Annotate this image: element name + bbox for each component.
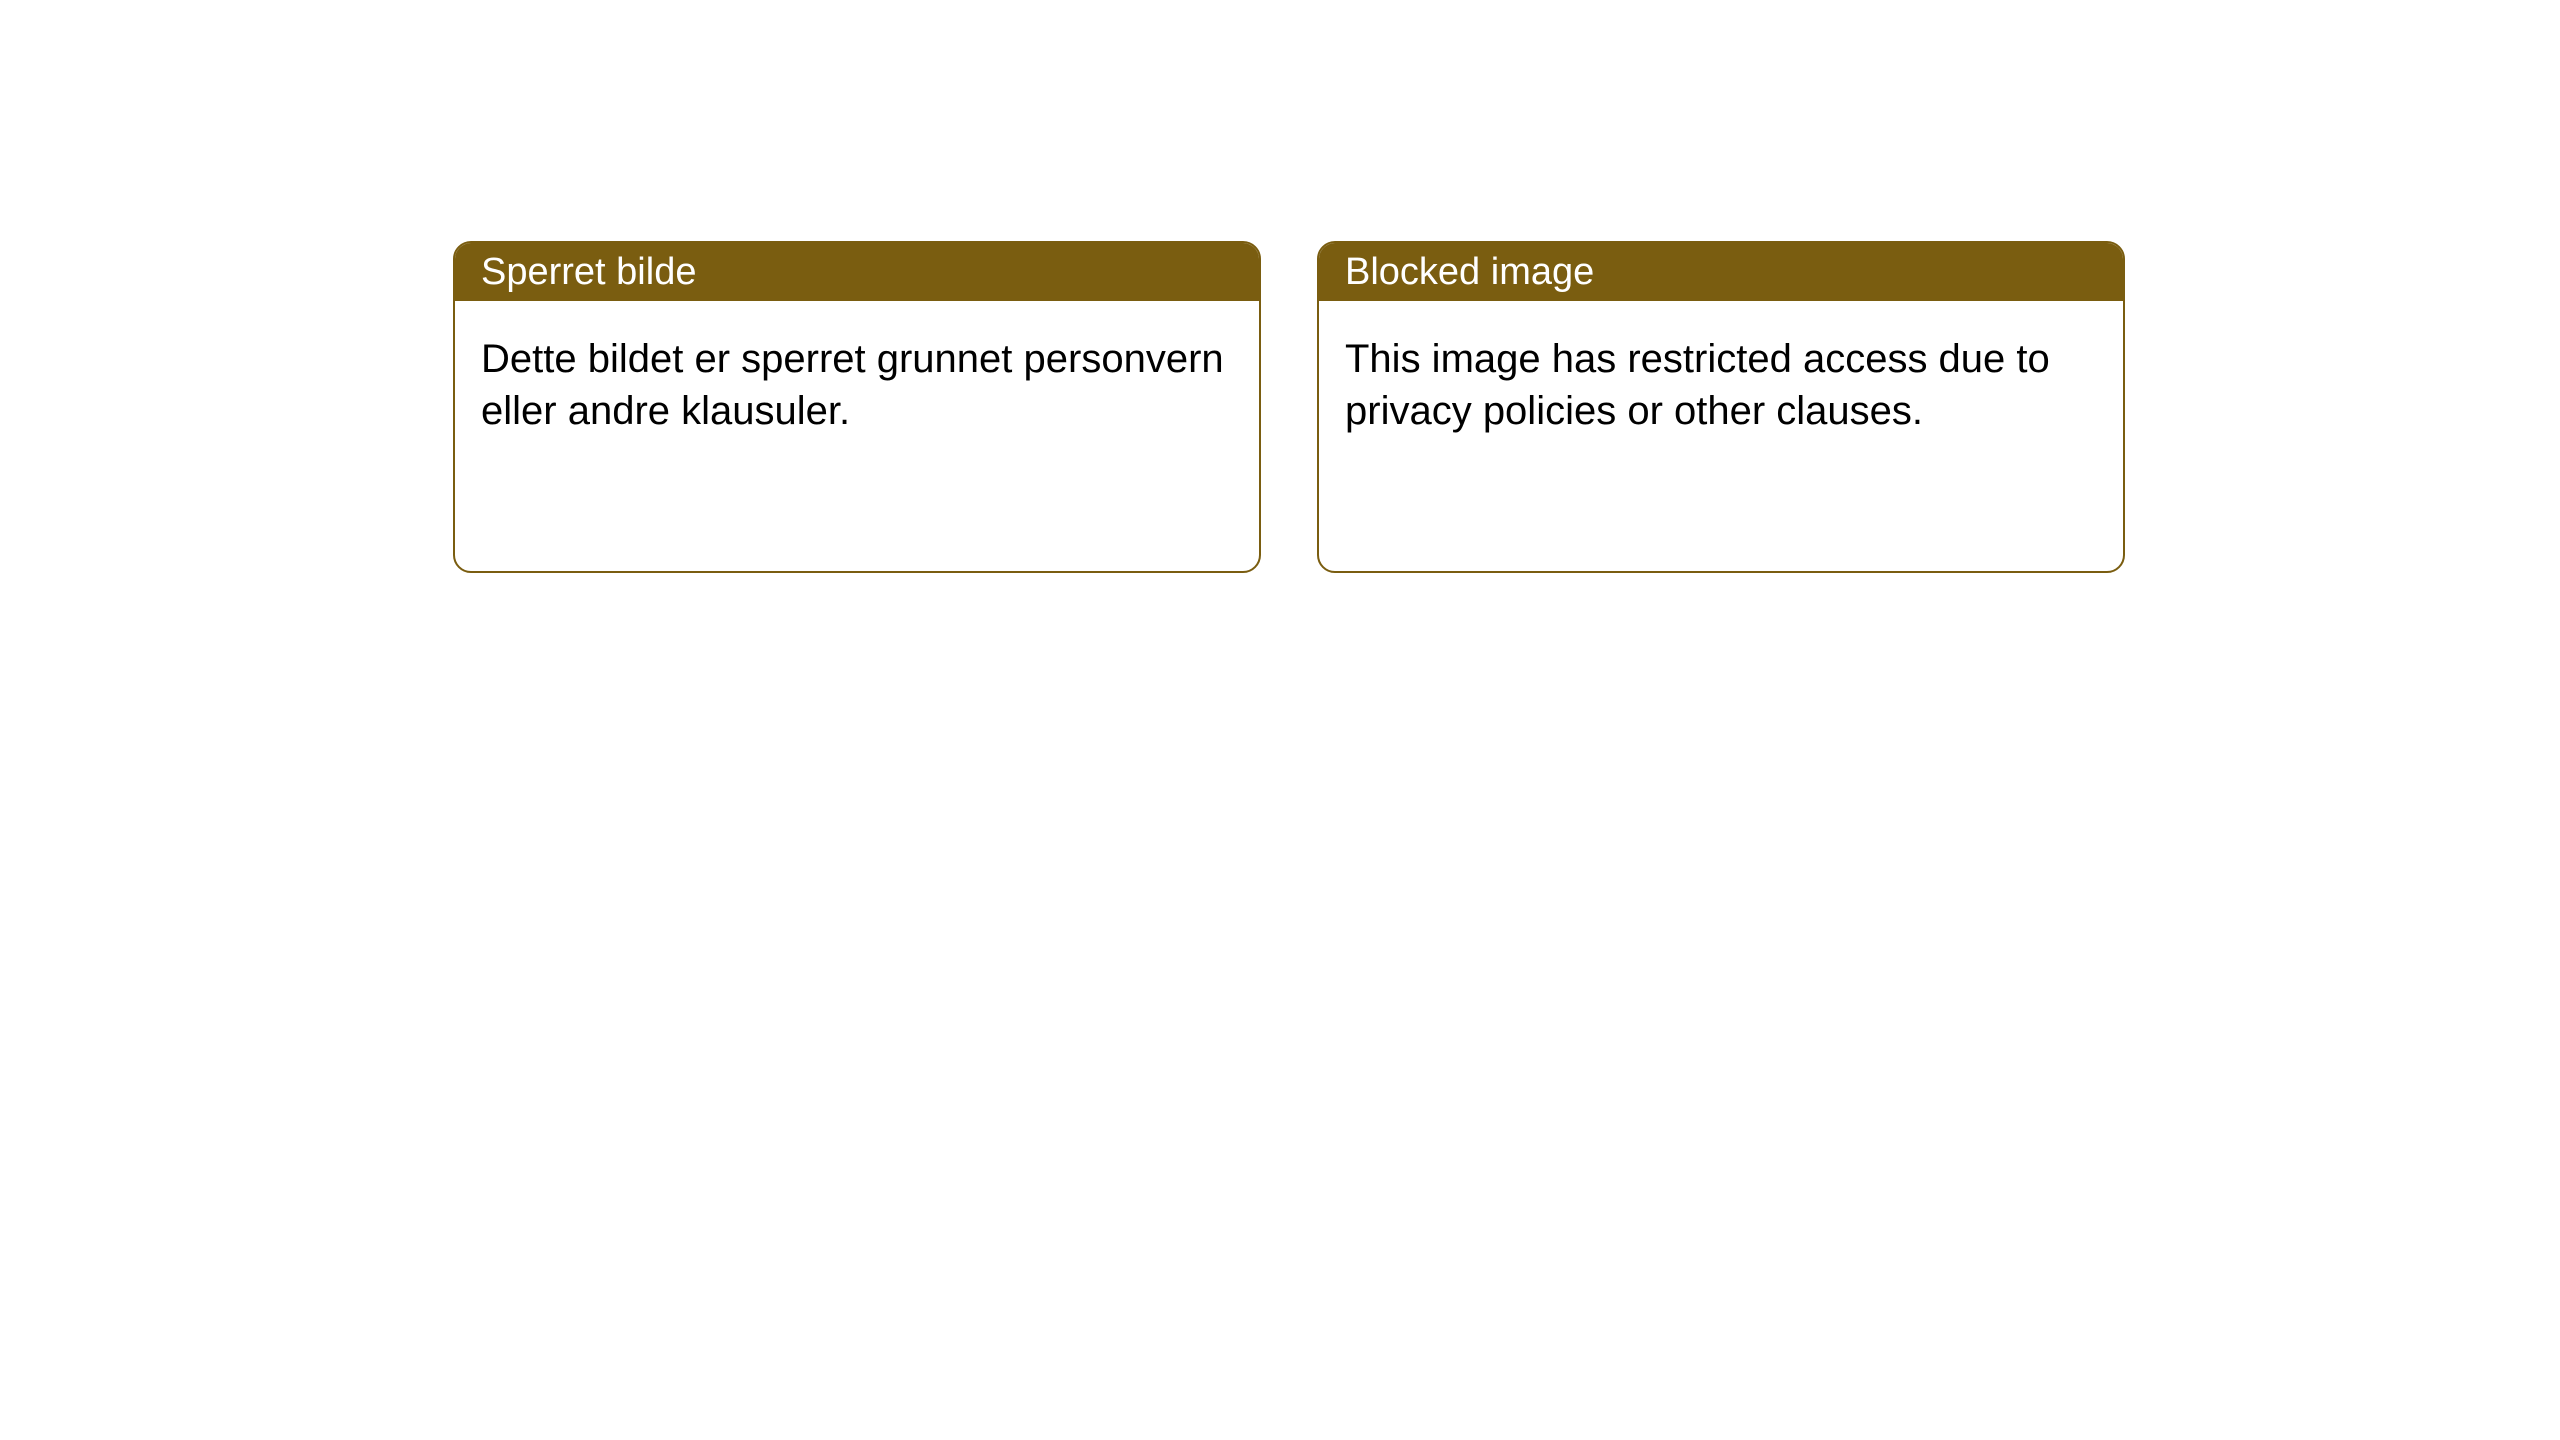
notice-card-english: Blocked image This image has restricted … xyxy=(1317,241,2125,573)
notice-text-norwegian: Dette bildet er sperret grunnet personve… xyxy=(481,337,1224,433)
notice-header-english: Blocked image xyxy=(1319,243,2123,301)
notice-title-norwegian: Sperret bilde xyxy=(481,251,696,294)
notice-body-norwegian: Dette bildet er sperret grunnet personve… xyxy=(455,301,1259,469)
notice-title-english: Blocked image xyxy=(1345,251,1594,294)
notice-card-norwegian: Sperret bilde Dette bildet er sperret gr… xyxy=(453,241,1261,573)
notice-text-english: This image has restricted access due to … xyxy=(1345,337,2050,433)
notice-container: Sperret bilde Dette bildet er sperret gr… xyxy=(0,0,2560,573)
notice-header-norwegian: Sperret bilde xyxy=(455,243,1259,301)
notice-body-english: This image has restricted access due to … xyxy=(1319,301,2123,469)
